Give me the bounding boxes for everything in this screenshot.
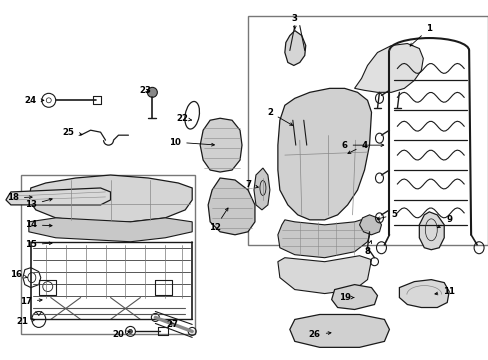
Text: 26: 26: [308, 330, 330, 339]
Polygon shape: [359, 215, 381, 235]
Text: 15: 15: [25, 240, 52, 249]
Text: 14: 14: [25, 220, 52, 229]
Text: 24: 24: [25, 96, 44, 105]
Polygon shape: [253, 168, 269, 210]
Ellipse shape: [303, 126, 309, 134]
Text: 17: 17: [20, 297, 42, 306]
Text: 20: 20: [112, 330, 130, 339]
Polygon shape: [277, 218, 371, 258]
Text: 21: 21: [17, 317, 35, 326]
Polygon shape: [419, 212, 443, 250]
Text: 27: 27: [166, 320, 178, 329]
Polygon shape: [29, 218, 192, 242]
Text: 1: 1: [409, 24, 431, 46]
Polygon shape: [354, 44, 423, 92]
Polygon shape: [6, 188, 110, 205]
Polygon shape: [331, 285, 377, 310]
Bar: [21, 175, 195, 334]
Ellipse shape: [292, 123, 298, 131]
Text: 13: 13: [25, 198, 52, 210]
Text: 22: 22: [176, 114, 191, 123]
Text: 6: 6: [341, 141, 383, 150]
Polygon shape: [29, 175, 192, 222]
Text: 2: 2: [266, 108, 292, 125]
Ellipse shape: [147, 87, 157, 97]
Polygon shape: [289, 315, 388, 347]
Text: 25: 25: [62, 128, 82, 137]
Text: 12: 12: [209, 208, 227, 232]
Text: 10: 10: [169, 138, 214, 147]
Text: 23: 23: [139, 86, 151, 95]
Polygon shape: [200, 118, 242, 172]
Polygon shape: [399, 280, 448, 307]
Polygon shape: [208, 178, 254, 235]
Text: 19: 19: [338, 293, 353, 302]
Ellipse shape: [46, 98, 51, 103]
Text: 18: 18: [7, 193, 32, 202]
Text: 9: 9: [436, 215, 451, 228]
Ellipse shape: [128, 329, 132, 333]
Text: 4: 4: [347, 141, 367, 153]
Text: 16: 16: [10, 270, 27, 279]
Polygon shape: [285, 31, 305, 66]
Text: 11: 11: [434, 287, 454, 296]
Text: 3: 3: [291, 14, 297, 29]
Text: 5: 5: [376, 210, 397, 220]
Polygon shape: [277, 88, 371, 220]
Text: 7: 7: [244, 180, 258, 189]
Polygon shape: [277, 256, 371, 293]
Bar: [247, 15, 487, 245]
Text: 8: 8: [364, 240, 371, 256]
